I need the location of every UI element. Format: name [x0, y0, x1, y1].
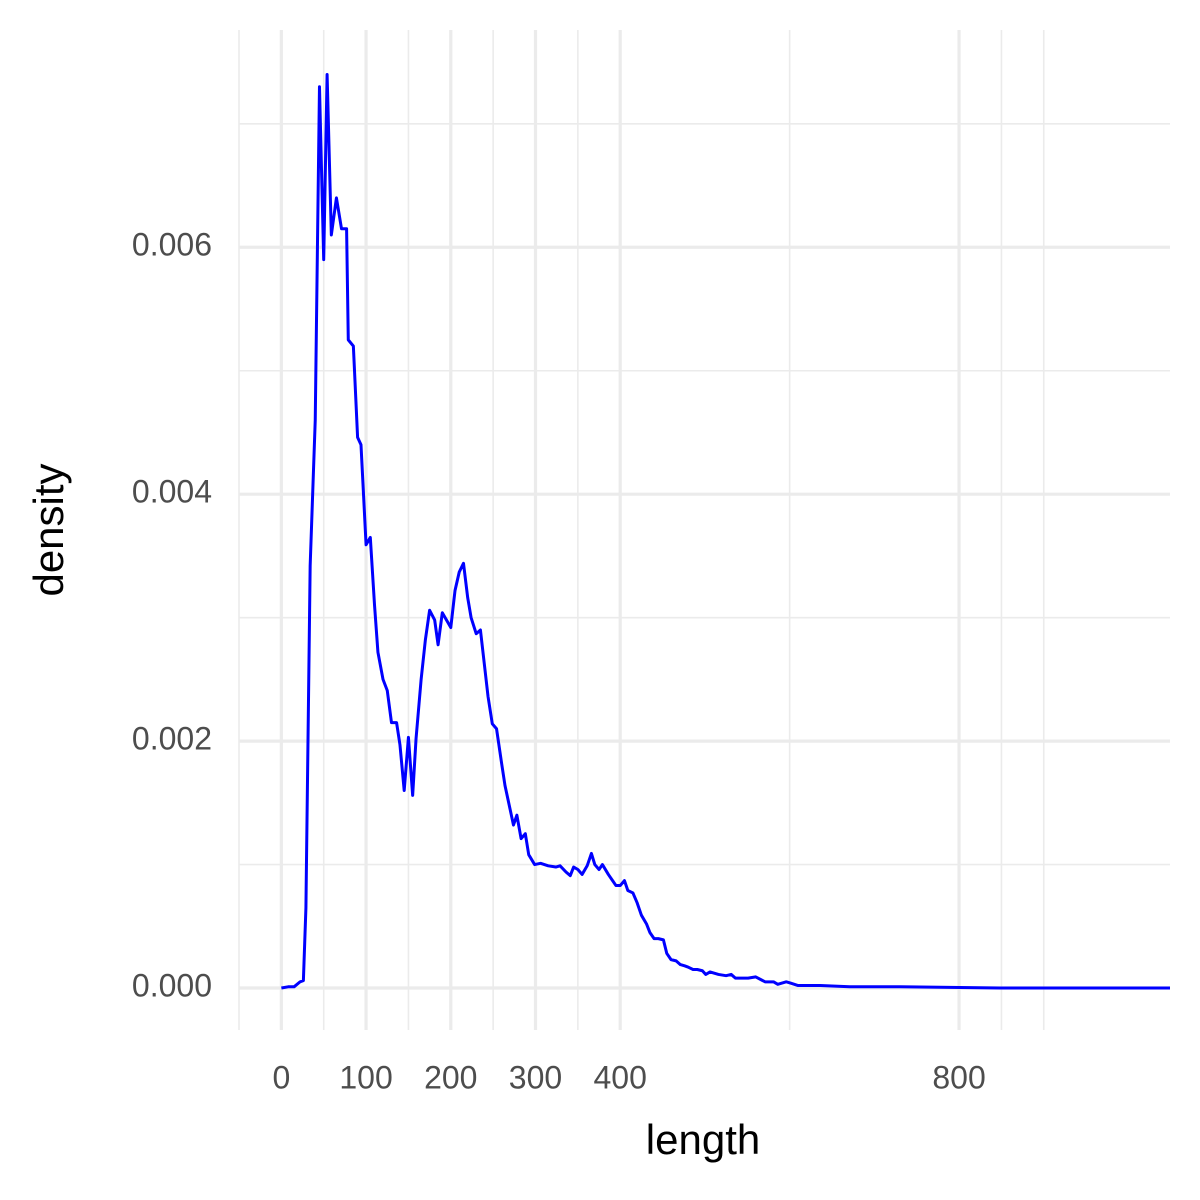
- x-tick-label: 100: [339, 1059, 392, 1095]
- y-tick-label: 0.002: [132, 721, 212, 757]
- y-axis-title: density: [25, 463, 72, 596]
- density-line: [281, 72, 1170, 990]
- labels: length density 0.000 0.002 0.004 0.006 0 100 2…: [25, 227, 986, 1163]
- y-tick-label: 0.004: [132, 474, 212, 510]
- plot-area: [281, 72, 1170, 990]
- y-tick-label: 0.006: [132, 227, 212, 263]
- x-tick-label: 300: [509, 1059, 562, 1095]
- y-tick-label: 0.000: [132, 967, 212, 1003]
- x-tick-label: 400: [594, 1059, 647, 1095]
- x-tick-label: 200: [424, 1059, 477, 1095]
- x-axis-title: length: [646, 1116, 760, 1163]
- x-tick-label: 800: [932, 1059, 985, 1095]
- x-tick-label: 0: [272, 1059, 290, 1095]
- grid: [238, 30, 1170, 1030]
